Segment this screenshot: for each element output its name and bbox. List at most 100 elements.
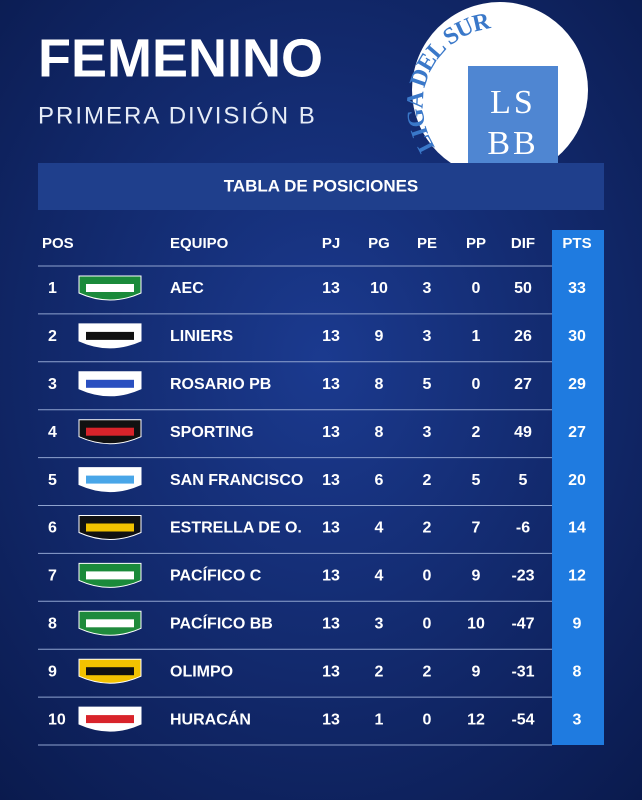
cell-pg: 4 <box>375 568 384 585</box>
column-header: DIF <box>511 235 535 252</box>
cell-team: OLIMPO <box>170 663 233 680</box>
cell-pe: 2 <box>423 663 432 680</box>
crest-band <box>86 475 134 484</box>
cell-dif: -47 <box>511 616 534 633</box>
team-crest <box>78 610 142 636</box>
column-header: POS <box>42 235 74 252</box>
cell-dif: 50 <box>514 280 532 297</box>
cell-pj: 13 <box>322 616 340 633</box>
cell-pts: 33 <box>568 280 586 297</box>
cell-pe: 3 <box>423 424 432 441</box>
cell-pj: 13 <box>322 328 340 345</box>
cell-team: ROSARIO PB <box>170 376 271 393</box>
table-title: TABLA DE POSICIONES <box>224 176 419 195</box>
cell-pp: 2 <box>472 424 481 441</box>
cell-pj: 13 <box>322 711 340 728</box>
cell-pe: 3 <box>423 328 432 345</box>
team-crest <box>78 275 142 301</box>
cell-pos: 8 <box>48 616 57 633</box>
cell-pos: 2 <box>48 328 57 345</box>
cell-pg: 6 <box>375 472 384 489</box>
cell-pp: 7 <box>472 520 481 537</box>
column-header: PG <box>368 235 390 252</box>
logo-shield <box>468 66 558 171</box>
crest-band <box>86 619 134 628</box>
cell-pj: 13 <box>322 472 340 489</box>
crest-band <box>86 523 134 532</box>
cell-pg: 1 <box>375 711 384 728</box>
cell-team: ESTRELLA DE O. <box>170 520 302 537</box>
cell-pp: 0 <box>472 280 481 297</box>
cell-pts: 8 <box>573 663 582 680</box>
logo-top: LS <box>490 84 536 121</box>
crest-band <box>86 667 134 676</box>
league-logo: LIGA DEL SUR LS BB <box>402 2 588 178</box>
cell-pts: 12 <box>568 568 586 585</box>
cell-pos: 10 <box>48 711 66 728</box>
cell-pe: 0 <box>423 616 432 633</box>
column-header: PE <box>417 235 437 252</box>
cell-dif: -31 <box>511 663 534 680</box>
cell-pp: 12 <box>467 711 485 728</box>
team-crest <box>78 515 142 540</box>
cell-pos: 7 <box>48 568 57 585</box>
cell-pts: 3 <box>573 711 582 728</box>
cell-team: SPORTING <box>170 424 254 441</box>
cell-pg: 3 <box>375 616 384 633</box>
cell-pp: 10 <box>467 616 485 633</box>
cell-pts: 14 <box>568 520 586 537</box>
cell-pts: 27 <box>568 424 586 441</box>
cell-pj: 13 <box>322 376 340 393</box>
team-crest <box>78 658 142 684</box>
cell-dif: -23 <box>511 568 534 585</box>
crest-band <box>86 379 134 388</box>
cell-pts: 9 <box>573 616 582 633</box>
cell-pg: 8 <box>375 424 384 441</box>
cell-pp: 9 <box>472 663 481 680</box>
cell-pe: 3 <box>423 280 432 297</box>
cell-pts: 30 <box>568 328 586 345</box>
cell-pts: 29 <box>568 376 586 393</box>
cell-pos: 1 <box>48 280 57 297</box>
cell-pe: 2 <box>423 520 432 537</box>
cell-pj: 13 <box>322 280 340 297</box>
crest-band <box>86 715 134 724</box>
logo-bottom: BB <box>487 125 538 162</box>
cell-pj: 13 <box>322 663 340 680</box>
cell-pos: 6 <box>48 520 57 537</box>
cell-pe: 5 <box>423 376 432 393</box>
cell-dif: -54 <box>511 711 534 728</box>
crest-band <box>86 571 134 580</box>
column-header: PP <box>466 235 486 252</box>
team-crest <box>78 323 142 349</box>
cell-pg: 4 <box>375 520 384 537</box>
cell-pg: 10 <box>370 280 388 297</box>
cell-dif: 27 <box>514 376 532 393</box>
cell-dif: 26 <box>514 328 532 345</box>
cell-pos: 4 <box>48 424 57 441</box>
cell-pj: 13 <box>322 424 340 441</box>
cell-pp: 5 <box>472 472 481 489</box>
cell-dif: 5 <box>519 472 528 489</box>
table-title-band <box>38 163 604 210</box>
column-header: EQUIPO <box>170 235 229 252</box>
cell-pe: 2 <box>423 472 432 489</box>
cell-team: SAN FRANCISCO <box>170 472 303 489</box>
pts-column <box>552 230 604 745</box>
team-crest <box>78 419 142 445</box>
cell-dif: -6 <box>516 520 530 537</box>
cell-pg: 2 <box>375 663 384 680</box>
cell-pj: 13 <box>322 568 340 585</box>
team-crest <box>78 371 142 397</box>
cell-pe: 0 <box>423 711 432 728</box>
crest-band <box>86 284 134 292</box>
cell-dif: 49 <box>514 424 532 441</box>
cell-pp: 0 <box>472 376 481 393</box>
crest-band <box>86 331 134 340</box>
cell-team: HURACÁN <box>170 709 251 728</box>
cell-pos: 5 <box>48 472 57 489</box>
cell-pg: 8 <box>375 376 384 393</box>
cell-pp: 1 <box>472 328 481 345</box>
